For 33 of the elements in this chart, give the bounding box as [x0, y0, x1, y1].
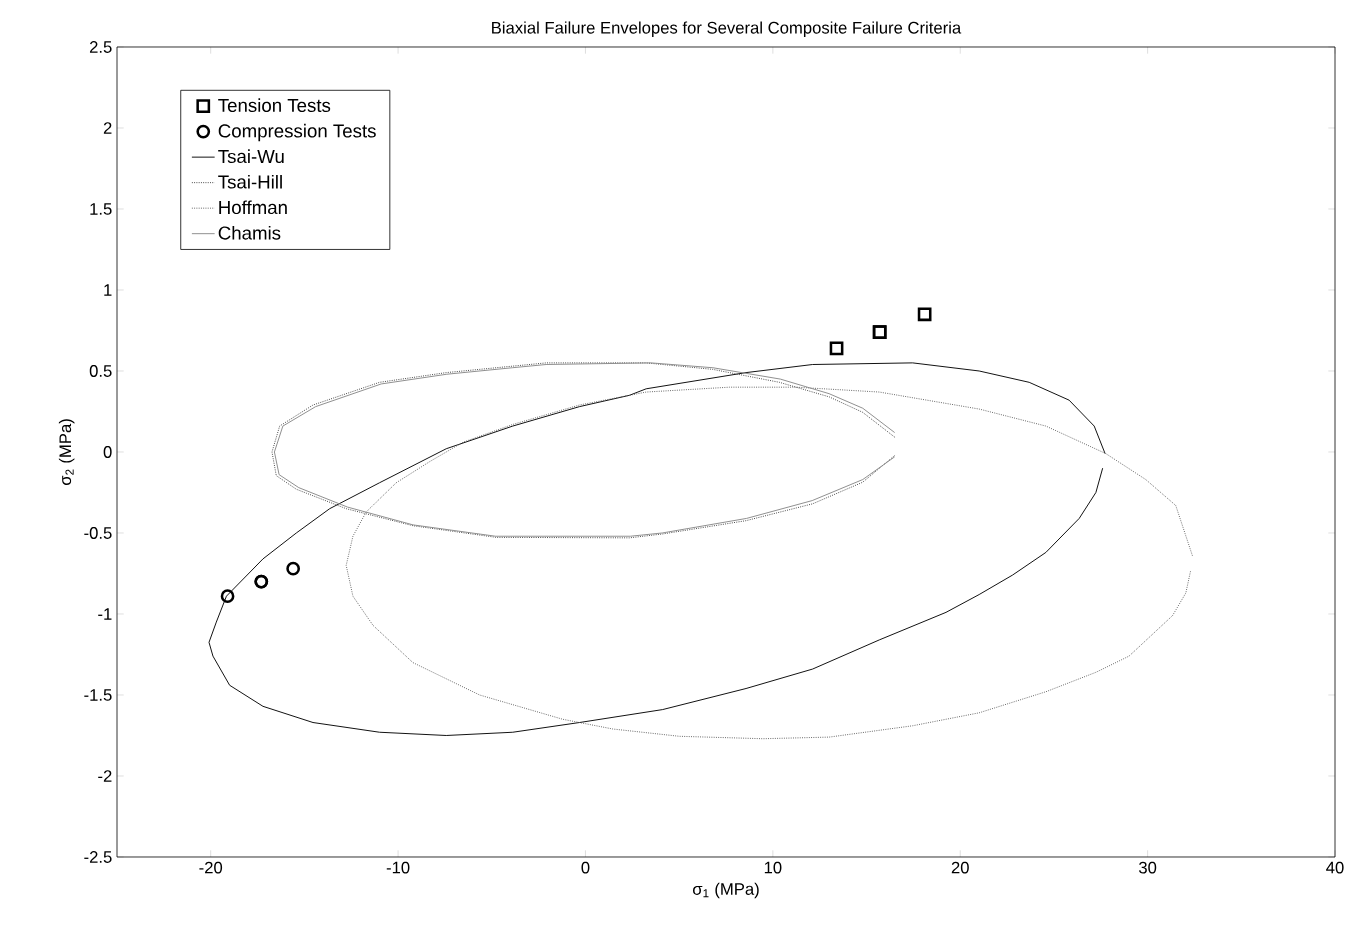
y-tick-label: 1.5 [90, 203, 112, 215]
line-series [345, 386, 1193, 740]
y-tick-label: 0 [103, 446, 112, 458]
legend-label: Tsai-Hill [218, 174, 282, 189]
y-tick-label: 1 [104, 284, 112, 296]
point [220, 589, 235, 604]
legend-label: Hoffman [219, 200, 287, 215]
y-tick-label: -2.5 [84, 851, 112, 863]
y-axis-title: σ$_{2}$ (MPa) [58, 419, 75, 486]
x-tick-label: 40 [1326, 861, 1344, 874]
y-tick-label: -1 [98, 608, 112, 620]
x-tick-label: 20 [951, 861, 969, 874]
y-tick-label: -1.5 [84, 689, 112, 701]
y-tick-label: -0.5 [84, 527, 112, 539]
y-tick-label: 2 [103, 122, 112, 134]
y-tick-label: -2 [98, 770, 112, 782]
chart-title: Biaxial Failure Envelopes for Several Composite Failure Criteria [492, 21, 962, 37]
point [286, 561, 301, 576]
line-series [208, 362, 1106, 736]
point [829, 341, 844, 356]
legend-label: Chamis [218, 225, 281, 240]
x-axis-title: σ$_{1}$ (MPa) [692, 882, 759, 899]
legend-label: Tsai-Wu [218, 149, 284, 164]
x-tick-label: 30 [1138, 861, 1157, 874]
x-tick-label: 10 [764, 861, 782, 874]
x-tick-label: -20 [199, 861, 223, 874]
legend-label: Tension Tests [218, 98, 331, 113]
x-tick-label: -10 [386, 861, 410, 874]
point [917, 307, 932, 322]
legend-label: Compression Tests [218, 123, 376, 142]
y-tick-label: 0.5 [89, 365, 112, 377]
x-tick-label: 0 [581, 861, 590, 874]
y-tick-label: 2.5 [89, 41, 112, 53]
